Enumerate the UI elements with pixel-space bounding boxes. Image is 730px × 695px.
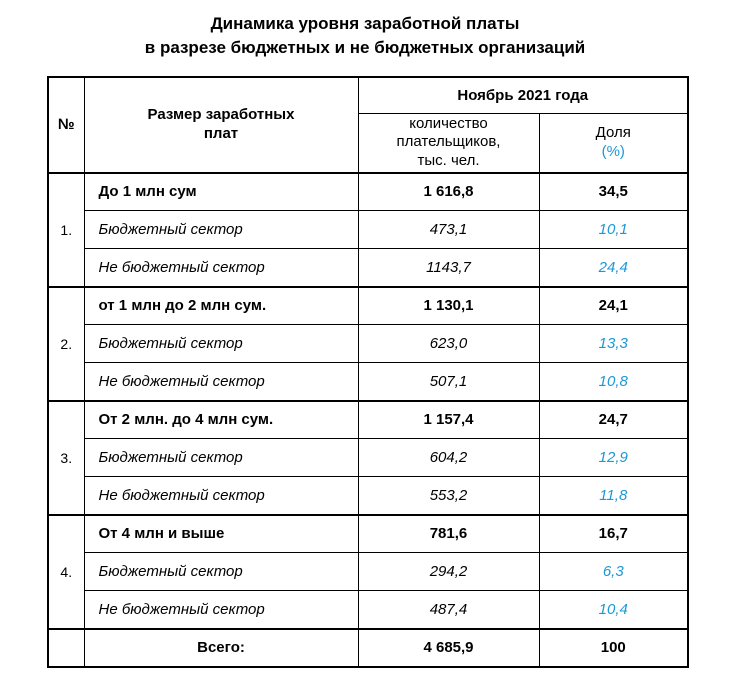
count-cell: 623,0	[357, 324, 540, 364]
table-row: 1. До 1 млн сум 1 616,8 34,5	[47, 171, 689, 288]
header-share-unit: (%)	[601, 142, 625, 160]
header-row-measures: количество плательщиков, тыс. чел. Доля …	[48, 113, 689, 174]
total-share-cell: 100	[538, 627, 689, 668]
share-cell: 12,9	[538, 438, 689, 478]
total-row: Всего: 4 685,9 100	[47, 627, 689, 668]
header-payers-count: количество плательщиков, тыс. чел.	[357, 113, 540, 174]
share-cell: 34,5	[538, 171, 689, 212]
category-cell: Не бюджетный сектор	[83, 590, 359, 630]
count-cell: 507,1	[357, 362, 540, 402]
header-salary-size: Размер заработных плат	[83, 76, 359, 174]
header-row-period: № Размер заработных плат Ноябрь 2021 год…	[47, 76, 689, 174]
page-title-line1: Динамика уровня заработной платы	[210, 14, 520, 33]
count-cell: 1 157,4	[357, 399, 540, 440]
table-row: 2. от 1 млн до 2 млн сум. 1 130,1 24,1	[47, 285, 689, 402]
count-cell: 294,2	[357, 552, 540, 592]
table-row: Не бюджетный сектор 1143,7 24,4	[48, 248, 689, 288]
count-cell: 487,4	[357, 590, 540, 630]
table-row: Не бюджетный сектор 553,2 11,8	[48, 476, 689, 516]
header-period: Ноябрь 2021 года	[357, 76, 689, 115]
category-cell: Не бюджетный сектор	[83, 476, 359, 516]
category-cell: Не бюджетный сектор	[83, 362, 359, 402]
header-payers-count-line1: количество	[409, 114, 488, 132]
count-cell: 604,2	[357, 438, 540, 478]
total-count-cell: 4 685,9	[357, 627, 540, 668]
table-row: Бюджетный сектор 623,0 13,3	[48, 324, 689, 364]
category-cell: До 1 млн сум	[83, 171, 359, 212]
row-number: 1.	[47, 171, 85, 288]
page-title-line2: в разрезе бюджетных и не бюджетных орган…	[144, 37, 586, 57]
count-cell: 1143,7	[357, 248, 540, 288]
table-row: Бюджетный сектор 473,1 10,1	[48, 210, 689, 250]
share-cell: 10,1	[538, 210, 689, 250]
header-payers-count-line3: тыс. чел.	[417, 152, 480, 170]
table-row: Не бюджетный сектор 507,1 10,8	[48, 362, 689, 402]
share-cell: 10,4	[538, 590, 689, 630]
table-body: 1. До 1 млн сум 1 616,8 34,5 Бюджетный с…	[47, 171, 689, 668]
category-cell: Бюджетный сектор	[83, 552, 359, 592]
row-number: 3.	[47, 399, 85, 516]
count-cell: 1 130,1	[357, 285, 540, 326]
table-row: Бюджетный сектор 604,2 12,9	[48, 438, 689, 478]
category-cell: Бюджетный сектор	[83, 324, 359, 364]
share-cell: 24,1	[538, 285, 689, 326]
header-salary-size-line2: плат	[203, 124, 239, 142]
count-cell: 1 616,8	[357, 171, 540, 212]
count-cell: 553,2	[357, 476, 540, 516]
header-salary-size-line1: Размер заработных	[147, 105, 295, 123]
page-title: Динамика уровня заработной платы в разре…	[0, 0, 730, 60]
row-number: 2.	[47, 285, 85, 402]
category-cell: Бюджетный сектор	[83, 438, 359, 478]
header-num: №	[47, 76, 85, 174]
share-cell: 13,3	[538, 324, 689, 364]
category-cell: Бюджетный сектор	[83, 210, 359, 250]
table-row: 3. От 2 млн. до 4 млн сум. 1 157,4 24,7	[47, 399, 689, 516]
table-row: Не бюджетный сектор 487,4 10,4	[48, 590, 689, 630]
share-cell: 24,7	[538, 399, 689, 440]
header-payers-count-line2: плательщиков,	[396, 133, 501, 151]
share-cell: 10,8	[538, 362, 689, 402]
table-row: Бюджетный сектор 294,2 6,3	[48, 552, 689, 592]
table-header: № Размер заработных плат Ноябрь 2021 год…	[47, 76, 689, 174]
header-share: Доля (%)	[538, 113, 689, 174]
share-cell: 24,4	[538, 248, 689, 288]
row-number: 4.	[47, 513, 85, 630]
row-number	[47, 627, 85, 668]
category-cell: Не бюджетный сектор	[83, 248, 359, 288]
header-share-label: Доля	[595, 124, 631, 142]
share-cell: 11,8	[538, 476, 689, 516]
table-row: 4. От 4 млн и выше 781,6 16,7	[47, 513, 689, 630]
category-cell: От 2 млн. до 4 млн сум.	[83, 399, 359, 440]
salary-table: № Размер заработных плат Ноябрь 2021 год…	[47, 75, 689, 668]
count-cell: 781,6	[357, 513, 540, 554]
count-cell: 473,1	[357, 210, 540, 250]
share-cell: 16,7	[538, 513, 689, 554]
category-cell: От 4 млн и выше	[83, 513, 359, 554]
total-label-cell: Всего:	[83, 627, 359, 668]
category-cell: от 1 млн до 2 млн сум.	[83, 285, 359, 326]
share-cell: 6,3	[538, 552, 689, 592]
